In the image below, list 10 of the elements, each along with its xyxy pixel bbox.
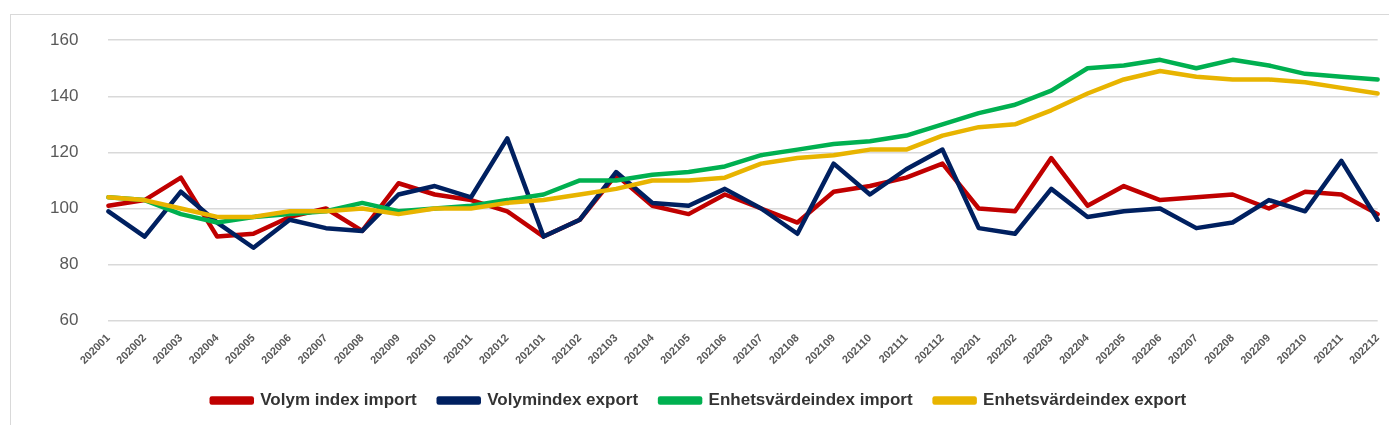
y-tick-label: 60: [59, 310, 79, 330]
legend-label: Volymindex export: [487, 390, 639, 410]
y-tick-label: 140: [49, 85, 79, 105]
y-tick-label: 80: [59, 254, 79, 274]
y-tick-label: 160: [49, 29, 79, 49]
legend-label: Enhetsvärdeindex export: [983, 390, 1187, 410]
legend-label: Volym index import: [260, 390, 418, 410]
legend-label: Enhetsvärdeindex import: [708, 390, 913, 410]
y-tick-label: 100: [49, 198, 79, 218]
y-tick-label: 120: [49, 142, 79, 162]
